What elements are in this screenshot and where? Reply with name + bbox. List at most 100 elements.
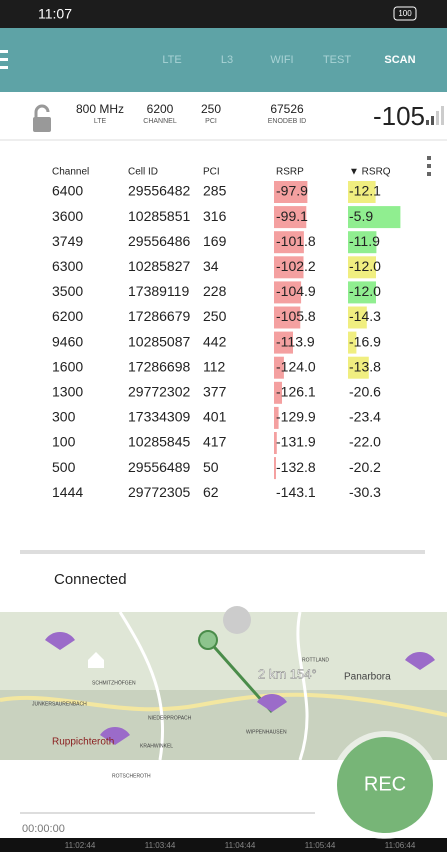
cell: 377 (203, 384, 227, 400)
timeline-label: 11:06:44 (385, 841, 416, 850)
serving-label: PCI (205, 118, 217, 125)
cell: 3600 (52, 208, 83, 224)
column-header[interactable]: Channel (52, 167, 89, 178)
timeline-label: 11:04:44 (225, 841, 256, 850)
serving-label: ENODEB ID (268, 118, 307, 125)
cell: 6400 (52, 183, 83, 199)
cell: -11.9 (349, 233, 380, 249)
serving-value: 67526 (270, 102, 304, 116)
cell: -131.9 (276, 434, 316, 450)
column-header[interactable]: ▼ RSRQ (349, 167, 391, 178)
rec-label[interactable]: REC (364, 773, 406, 795)
cell: 10285087 (128, 333, 191, 349)
serving-value: 6200 (147, 102, 174, 116)
cell: 3500 (52, 283, 83, 299)
cell: -5.9 (349, 208, 373, 224)
serving-label: LTE (94, 118, 107, 125)
cell: -12.1 (349, 183, 381, 199)
map-place: Panarbora (344, 672, 391, 683)
serving-value: 800 MHz (76, 102, 124, 116)
tab[interactable]: WIFI (270, 54, 293, 66)
column-header[interactable]: Cell ID (128, 167, 158, 178)
cell: -12.0 (349, 258, 381, 274)
cell: -132.8 (276, 459, 316, 475)
elapsed-time: 00:00:00 (22, 823, 65, 835)
tab[interactable]: SCAN (384, 54, 415, 66)
cell: -13.8 (349, 358, 381, 374)
timeline-label: 11:03:44 (145, 841, 176, 850)
cell: -22.0 (349, 434, 381, 450)
cell: -20.2 (349, 459, 381, 475)
tab[interactable]: TEST (323, 54, 351, 66)
cell: 1444 (52, 484, 83, 500)
cell: 17286698 (128, 358, 191, 374)
map-place: ROTTLAND (302, 657, 329, 663)
cell: 34 (203, 258, 219, 274)
cell: -113.9 (276, 333, 315, 349)
tab[interactable]: LTE (162, 54, 181, 66)
tab[interactable]: L3 (221, 54, 233, 66)
map-place: NIEDERPROPACH (148, 715, 192, 721)
cell: 1300 (52, 384, 83, 400)
timeline-label: 11:05:44 (305, 841, 336, 850)
cell: 442 (203, 333, 227, 349)
cell: -20.6 (349, 384, 381, 400)
cell: 417 (203, 434, 227, 450)
cell: -23.4 (349, 409, 381, 425)
cell: 29772305 (128, 484, 191, 500)
map-place: KRAHWINKEL (140, 743, 173, 749)
divider (20, 550, 425, 554)
cell: -126.1 (276, 384, 316, 400)
cell: 50 (203, 459, 219, 475)
map-place: JUNKERSAURENBACH (32, 701, 87, 707)
cell: -101.8 (276, 233, 316, 249)
cell: -16.9 (349, 333, 381, 349)
cell: -102.2 (276, 258, 316, 274)
cell: -104.9 (276, 283, 316, 299)
cell: 169 (203, 233, 227, 249)
cell: 29772302 (128, 384, 191, 400)
map-place: ROTSCHEROTH (112, 773, 151, 779)
cell: 285 (203, 183, 227, 199)
timeline-label: 11:02:44 (65, 841, 96, 850)
cell: 29556489 (128, 459, 191, 475)
signal-icon (426, 106, 444, 125)
cell: 500 (52, 459, 76, 475)
cell: 10285827 (128, 258, 191, 274)
cell: -30.3 (349, 484, 381, 500)
connection-status: Connected (54, 571, 127, 588)
cell: 316 (203, 208, 227, 224)
clock: 11:07 (38, 6, 72, 22)
cell: -12.0 (349, 283, 381, 299)
cell: 6300 (52, 258, 83, 274)
column-header[interactable]: RSRP (276, 167, 304, 178)
cell: -105.8 (276, 308, 316, 324)
overflow-menu[interactable] (427, 156, 431, 176)
cell: 17334309 (128, 409, 191, 425)
cell: 3749 (52, 233, 83, 249)
cell: 112 (203, 358, 226, 374)
cell: 62 (203, 484, 219, 500)
menu-button[interactable] (0, 50, 8, 69)
battery-level: 100 (398, 9, 412, 18)
cell: 250 (203, 308, 227, 324)
cell: -14.3 (349, 308, 381, 324)
serving-value: 250 (201, 102, 221, 116)
cell: -97.9 (276, 183, 308, 199)
cell: 29556482 (128, 183, 191, 199)
cell: 9460 (52, 333, 83, 349)
map-distance: 2 km 154° (258, 666, 317, 681)
cell: 29556486 (128, 233, 191, 249)
cell: 17389119 (128, 283, 189, 299)
cell: -99.1 (276, 208, 308, 224)
map-place: Ruppichteroth (52, 737, 114, 748)
serving-rsrp: -105 (373, 101, 425, 131)
cell: -129.9 (276, 409, 316, 425)
column-header[interactable]: PCI (203, 167, 220, 178)
cell: 401 (203, 409, 227, 425)
cell: 10285851 (128, 208, 191, 224)
app-screen: 11:07 100 -105 Connected 00:00:00 2 km 1… (0, 0, 447, 852)
cell: 10285845 (128, 434, 191, 450)
map-handle[interactable] (223, 606, 251, 634)
serving-label: CHANNEL (143, 118, 177, 125)
